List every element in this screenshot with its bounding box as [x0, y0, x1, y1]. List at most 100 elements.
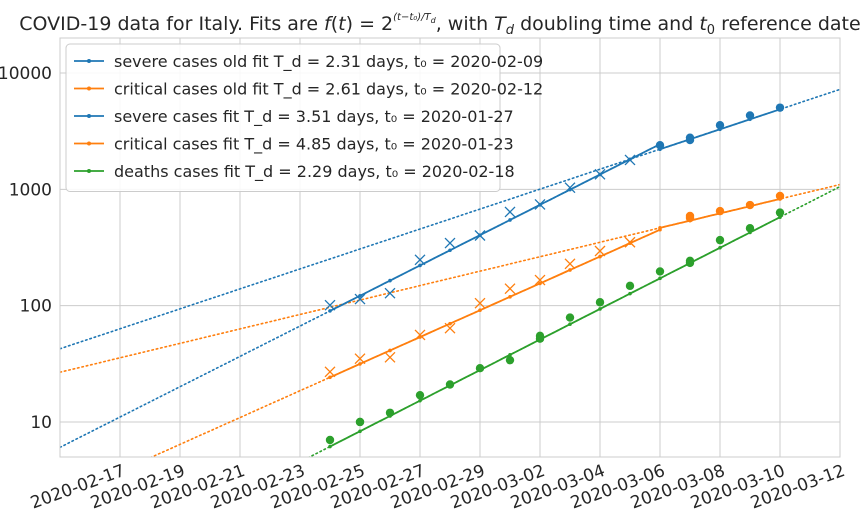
data-point-x	[564, 258, 576, 270]
data-point	[775, 103, 785, 112]
legend-marker-swatch	[87, 59, 91, 63]
fit-point	[358, 293, 362, 298]
data-point-x	[474, 230, 486, 241]
data-point	[565, 313, 575, 322]
data-point	[625, 281, 635, 291]
y-tick-label: 10	[30, 413, 52, 433]
y-axis-ticks: 10 100 1000 10000	[0, 64, 52, 433]
fit-point	[328, 444, 332, 449]
y-tick-label: 100	[20, 297, 52, 317]
data-point-x	[414, 254, 426, 266]
legend-entry: critical cases fit T_d = 4.85 days, t₀ =…	[74, 135, 514, 155]
data-point	[745, 200, 755, 210]
data-point	[415, 390, 425, 400]
data-point-x	[444, 237, 456, 249]
fit-point	[568, 268, 572, 272]
legend-box	[65, 43, 501, 192]
data-point-x	[324, 366, 336, 378]
data-point-x	[624, 236, 636, 248]
legend-marker-swatch	[87, 141, 91, 146]
fit-point	[718, 245, 722, 250]
data-point	[685, 256, 695, 266]
fit-line-dotted	[60, 183, 840, 374]
legend-marker-swatch	[87, 86, 91, 91]
data-point	[385, 408, 395, 417]
legend-marker-swatch	[87, 114, 91, 118]
data-point	[475, 363, 485, 373]
fit-point	[358, 429, 362, 434]
data-markers	[324, 103, 785, 445]
data-point-x	[624, 154, 636, 166]
data-point	[595, 298, 605, 307]
fit-point	[418, 263, 422, 268]
fit-point	[568, 322, 572, 327]
data-point	[775, 191, 785, 201]
legend: severe cases old fit T_d = 2.31 days, t₀…	[65, 43, 543, 192]
y-tick-label: 10000	[0, 64, 52, 84]
data-point	[655, 267, 665, 276]
data-point-x	[444, 322, 456, 334]
legend-entry: severe cases fit T_d = 3.51 days, t₀ = 2…	[74, 107, 514, 127]
chart-title: COVID-19 data for Italy. Fits are f(t) =…	[19, 12, 860, 38]
data-point	[535, 331, 545, 341]
data-point-x	[534, 274, 546, 286]
data-point	[745, 224, 755, 233]
data-point-x	[504, 206, 516, 218]
fit-point	[508, 218, 512, 222]
plot-frame	[59, 37, 841, 458]
data-point-x	[504, 283, 516, 295]
fit-point	[508, 353, 512, 357]
legend-label: severe cases fit T_d = 3.51 days, t₀ = 2…	[114, 107, 514, 127]
fit-point	[538, 281, 542, 286]
data-point	[505, 355, 515, 365]
legend-label: severe cases old fit T_d = 2.31 days, t₀…	[114, 52, 543, 72]
data-point	[685, 211, 695, 221]
fit-point	[418, 398, 422, 403]
fit-point	[328, 375, 332, 380]
data-point	[715, 121, 725, 130]
fit-point	[658, 226, 662, 230]
legend-entry: critical cases old fit T_d = 2.61 days, …	[74, 80, 543, 100]
fit-point	[448, 248, 452, 253]
legend-label: critical cases old fit T_d = 2.61 days, …	[114, 80, 543, 100]
data-point-x	[474, 297, 486, 309]
fit-point	[358, 362, 362, 366]
fit-point	[328, 309, 332, 313]
fit-point	[448, 321, 452, 326]
data-point-x	[414, 329, 426, 341]
fit-point	[388, 278, 392, 283]
data-point-x	[534, 198, 546, 210]
data-point	[325, 435, 335, 445]
data-point-x	[594, 168, 606, 180]
data-point	[715, 206, 725, 216]
data-point	[745, 111, 755, 120]
legend-marker-swatch	[87, 169, 91, 173]
data-point-x	[324, 299, 336, 311]
data-point	[445, 380, 455, 389]
data-point	[715, 235, 725, 245]
data-point-x	[384, 351, 396, 363]
data-point	[685, 133, 695, 142]
fit-point	[478, 308, 482, 313]
fit-point	[388, 348, 392, 353]
data-point-x	[384, 287, 396, 299]
data-point-x	[594, 245, 606, 257]
fit-line-solid	[329, 216, 781, 448]
data-point-x	[564, 182, 576, 194]
legend-entry: severe cases old fit T_d = 2.31 days, t₀…	[74, 52, 543, 72]
data-point	[355, 417, 365, 427]
data-point-x	[354, 353, 366, 365]
legend-label: critical cases fit T_d = 4.85 days, t₀ =…	[114, 135, 514, 155]
fit-point	[508, 295, 512, 299]
fit-point	[658, 276, 662, 281]
legend-entry: deaths cases fit T_d = 2.29 days, t₀ = 2…	[74, 162, 515, 182]
legend-label: deaths cases fit T_d = 2.29 days, t₀ = 2…	[114, 162, 515, 182]
fit-point	[628, 291, 632, 296]
fit-point	[598, 254, 602, 259]
fit-point	[598, 307, 602, 311]
data-point	[775, 208, 785, 217]
y-tick-label: 1000	[9, 180, 52, 200]
data-point-x	[354, 293, 366, 305]
data-point	[655, 141, 665, 150]
